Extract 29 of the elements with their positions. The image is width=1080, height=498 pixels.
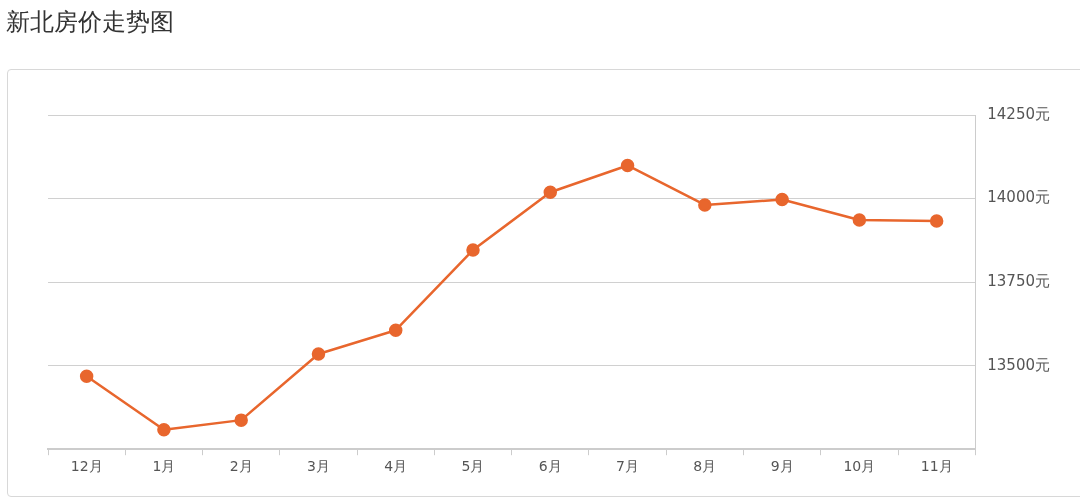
x-tick-label: 8月 bbox=[693, 458, 717, 475]
x-tick-label: 12月 bbox=[70, 458, 103, 475]
x-tick-label: 4月 bbox=[384, 458, 408, 475]
x-tick-label: 2月 bbox=[229, 458, 253, 475]
point bbox=[79, 369, 94, 384]
point bbox=[234, 413, 248, 427]
x-tick-label: 5月 bbox=[461, 458, 485, 475]
x-tick-label: 10月 bbox=[843, 458, 876, 475]
point bbox=[157, 423, 171, 437]
x-tick-label: 11月 bbox=[920, 458, 953, 475]
point bbox=[388, 323, 403, 337]
x-tick-label: 9月 bbox=[770, 458, 794, 475]
y-tick-label: 13750元 bbox=[987, 271, 1050, 290]
point bbox=[311, 347, 326, 361]
x-tick-label: 1月 bbox=[152, 458, 176, 475]
y-tick-label: 14250元 bbox=[987, 104, 1050, 123]
y-tick-label: 14000元 bbox=[987, 188, 1050, 207]
point bbox=[929, 214, 944, 228]
point bbox=[852, 213, 867, 227]
x-tick-label: 7月 bbox=[616, 458, 640, 475]
point bbox=[543, 185, 558, 199]
x-tick-label: 3月 bbox=[307, 458, 330, 475]
chart-title: 新北房价走势图 bbox=[6, 7, 174, 38]
y-tick-label: 13500元 bbox=[987, 355, 1050, 374]
x-tick-label: 6月 bbox=[538, 458, 562, 475]
point bbox=[775, 192, 789, 207]
point bbox=[620, 158, 635, 173]
point bbox=[698, 198, 712, 212]
point bbox=[466, 243, 480, 257]
